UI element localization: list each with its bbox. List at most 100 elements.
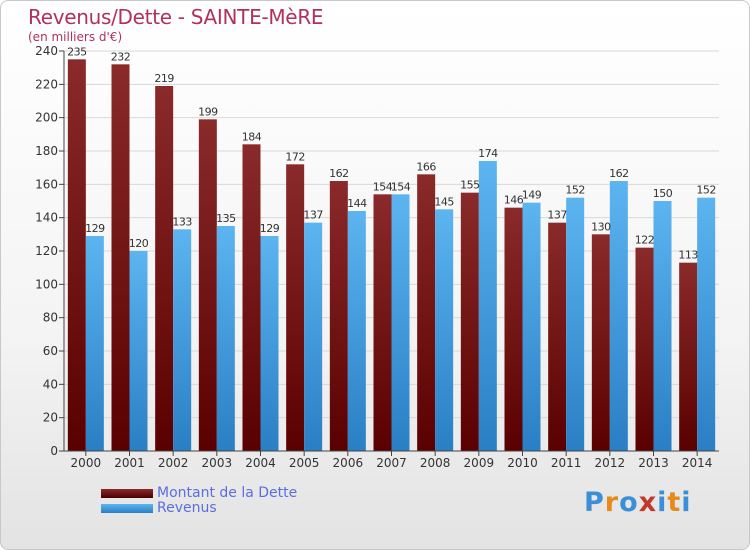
bar-dette [329, 181, 348, 451]
bar-dette [242, 144, 261, 452]
x-tick-label: 2011 [551, 456, 582, 470]
data-label: 133 [172, 215, 192, 228]
x-tick-label: 2007 [376, 456, 407, 470]
proxiti-logo: Proxiti [584, 487, 692, 518]
x-tick-label: 2002 [158, 456, 189, 470]
data-label: 146 [504, 194, 524, 207]
logo-letter: i [657, 487, 668, 518]
x-tick-label: 2005 [289, 456, 320, 470]
y-tick-label: 140 [35, 211, 58, 225]
x-tick-label: 2000 [71, 456, 102, 470]
logo-letter: r [604, 487, 620, 518]
bar-revenus [129, 251, 148, 451]
data-label: 199 [198, 105, 218, 118]
data-label: 149 [522, 189, 542, 202]
bar-dette [417, 174, 436, 452]
y-tick-label: 240 [35, 44, 58, 58]
bar-dette [67, 59, 86, 451]
data-label: 235 [67, 45, 87, 58]
data-label: 129 [85, 222, 105, 235]
legend-swatch-debt [101, 489, 153, 498]
data-label: 184 [242, 130, 262, 143]
x-tick-label: 2006 [333, 456, 364, 470]
logo-letter: i [681, 487, 692, 518]
bar-dette [548, 222, 567, 451]
bar-revenus [216, 226, 235, 451]
x-tick-label: 2010 [507, 456, 538, 470]
bar-revenus [522, 202, 541, 451]
logo-letter: t [667, 487, 682, 518]
data-label: 122 [635, 234, 655, 247]
data-label: 162 [609, 167, 629, 180]
bar-dette [504, 207, 523, 451]
bar-revenus [697, 197, 716, 451]
data-label: 174 [478, 147, 498, 160]
logo-letter: x [638, 487, 658, 518]
x-tick-label: 2012 [595, 456, 626, 470]
bar-revenus [304, 222, 323, 451]
bar-dette [111, 64, 130, 452]
y-tick-label: 100 [35, 277, 58, 291]
y-tick-label: 80 [43, 311, 58, 325]
data-label: 155 [460, 179, 480, 192]
x-tick-label: 2004 [245, 456, 276, 470]
bar-revenus [347, 211, 366, 451]
bar-dette [198, 119, 217, 451]
bar-revenus [85, 236, 104, 451]
y-tick-label: 160 [35, 177, 58, 191]
data-label: 129 [260, 222, 280, 235]
data-label: 154 [373, 180, 393, 193]
bar-dette [155, 86, 174, 451]
bar-dette [679, 262, 698, 451]
bar-revenus [609, 181, 628, 451]
x-tick-label: 2009 [464, 456, 495, 470]
data-label: 166 [416, 160, 436, 173]
bar-revenus [566, 197, 585, 451]
y-tick-label: 220 [35, 77, 58, 91]
data-label: 135 [216, 212, 236, 225]
y-tick-label: 120 [35, 244, 58, 258]
y-tick-label: 200 [35, 111, 58, 125]
x-tick-label: 2001 [114, 456, 145, 470]
data-label: 162 [329, 167, 349, 180]
data-label: 120 [129, 237, 149, 250]
x-tick-label: 2013 [638, 456, 669, 470]
bar-revenus [391, 194, 410, 452]
bars-layer [67, 59, 716, 452]
data-label: 113 [678, 249, 698, 262]
bar-dette [286, 164, 305, 452]
chart-title: Revenus/Dette - SAINTE-MèRE [28, 5, 324, 29]
data-label: 137 [547, 209, 567, 222]
data-label: 150 [653, 187, 673, 200]
bar-dette [460, 192, 479, 451]
data-label: 144 [347, 197, 367, 210]
x-tick-label: 2003 [202, 456, 233, 470]
chart-subtitle: (en milliers d'€) [28, 30, 123, 44]
data-label: 152 [565, 184, 585, 197]
legend-label-revenus: Revenus [157, 500, 217, 516]
data-label: 172 [285, 150, 305, 163]
bar-revenus [478, 161, 497, 451]
data-label: 145 [434, 195, 454, 208]
data-label: 130 [591, 220, 611, 233]
y-tick-label: 0 [50, 444, 58, 458]
axis-layer: 0 20 40 60 80 100 120 140 160 180 200 220 240 2000 200… [35, 44, 719, 470]
logo-letter: P [584, 487, 605, 518]
data-label: 154 [391, 180, 411, 193]
data-label: 232 [111, 50, 131, 63]
data-label: 137 [303, 209, 323, 222]
bar-revenus [173, 229, 192, 451]
legend-label-debt: Montant de la Dette [157, 485, 298, 501]
data-label: 152 [696, 184, 716, 197]
y-tick-label: 180 [35, 144, 58, 158]
x-tick-label: 2008 [420, 456, 451, 470]
bar-revenus [435, 209, 454, 451]
bar-revenus [653, 201, 672, 451]
bar-dette [373, 194, 392, 452]
y-tick-label: 40 [43, 377, 58, 391]
logo-letter: o [619, 487, 639, 518]
y-tick-label: 60 [43, 344, 58, 358]
legend-swatch-revenus [101, 504, 153, 513]
